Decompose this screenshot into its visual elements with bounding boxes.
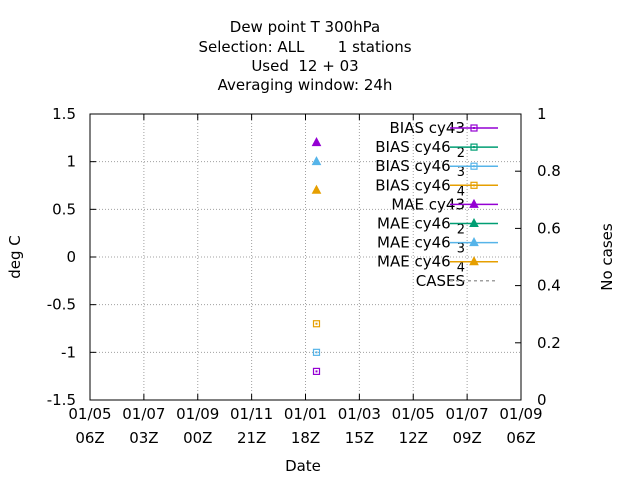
y2-tick-label: 0.6 bbox=[537, 219, 561, 237]
y-tick-label: -1.5 bbox=[47, 391, 76, 409]
x-tick-label-time: 15Z bbox=[345, 429, 374, 447]
y2-axis: 1 0.8 0.6 0.4 0.2 0 bbox=[515, 105, 561, 409]
legend-label-subscript: 3 bbox=[457, 165, 465, 180]
legend-marker bbox=[469, 256, 479, 266]
legend-marker bbox=[469, 237, 479, 247]
legend-label-main: BIAS cy46 bbox=[375, 138, 450, 156]
data-point bbox=[312, 320, 321, 328]
legend-marker bbox=[470, 124, 478, 132]
title-line-3: Used 12 + 03 bbox=[251, 57, 358, 75]
legend-marker bbox=[470, 181, 478, 189]
x-tick-label-date: 01/07 bbox=[122, 405, 165, 423]
legend-label-subscript: 4 bbox=[457, 184, 465, 199]
x-tick-label-date: 01/11 bbox=[230, 405, 273, 423]
x-axis-label: Date bbox=[285, 457, 321, 475]
legend-label-subscript: 2 bbox=[457, 146, 465, 161]
legend-label-main: BIAS cy46 bbox=[375, 157, 450, 175]
legend-label-subscript: 3 bbox=[457, 242, 465, 257]
legend-label: MAE cy46 2 bbox=[377, 215, 465, 238]
legend-entry: BIAS cy46 4 bbox=[375, 176, 498, 199]
legend-label-main: BIAS cy43 bbox=[390, 119, 465, 137]
x-tick-label-time: 00Z bbox=[183, 429, 212, 447]
data-point bbox=[312, 348, 321, 356]
y-tick-label: 1 bbox=[66, 153, 76, 171]
legend-label-main: MAE cy46 bbox=[377, 253, 451, 271]
y-tick-label: 0 bbox=[66, 248, 76, 266]
legend-entry: MAE cy46 3 bbox=[377, 234, 498, 257]
title-line-2: Selection: ALL 1 stations bbox=[198, 38, 411, 56]
legend-label: BIAS cy46 4 bbox=[375, 176, 465, 199]
legend-label: MAE cy46 4 bbox=[377, 253, 465, 276]
chart-title: Dew point T 300hPa Selection: ALL 1 stat… bbox=[198, 18, 411, 94]
legend-entry: BIAS cy43 bbox=[390, 119, 498, 137]
x-tick-label-date: 01/09 bbox=[499, 405, 542, 423]
x-tick-label-time: 03Z bbox=[129, 429, 158, 447]
y2-axis-label: No cases bbox=[598, 223, 616, 291]
legend-label: MAE cy43 bbox=[391, 195, 465, 213]
x-tick-label-date: 01/03 bbox=[338, 405, 381, 423]
legend-label-main: BIAS cy46 bbox=[375, 176, 450, 194]
x-tick-label-time: 09Z bbox=[452, 429, 481, 447]
data-point bbox=[311, 137, 322, 147]
legend-marker bbox=[469, 198, 479, 208]
x-tick-label-time: 12Z bbox=[399, 429, 428, 447]
x-axis: 01/05 06Z 01/07 03Z 01/09 00Z 01/11 21Z 01/01 18Z… bbox=[68, 114, 543, 447]
title-line-1: Dew point T 300hPa bbox=[230, 18, 380, 36]
legend-label-subscript: 2 bbox=[457, 223, 465, 238]
legend-marker bbox=[470, 162, 478, 170]
legend-marker bbox=[470, 143, 478, 151]
data-point bbox=[311, 156, 322, 166]
legend-entry: BIAS cy46 2 bbox=[375, 138, 498, 161]
title-line-4: Averaging window: 24h bbox=[218, 76, 393, 94]
legend-label: BIAS cy43 bbox=[390, 119, 465, 137]
legend-entry: MAE cy46 4 bbox=[377, 253, 498, 276]
x-tick-label-time: 06Z bbox=[75, 429, 104, 447]
legend-entry: MAE cy43 bbox=[391, 195, 498, 213]
x-tick-label-time: 21Z bbox=[237, 429, 266, 447]
legend-entry: CASES bbox=[416, 272, 498, 290]
x-tick-label-date: 01/07 bbox=[446, 405, 489, 423]
legend-label: CASES bbox=[416, 272, 465, 290]
y2-tick-label: 0.4 bbox=[537, 277, 561, 295]
x-tick-label-date: 01/01 bbox=[284, 405, 327, 423]
x-tick-label-time: 18Z bbox=[291, 429, 320, 447]
x-tick-label-time: 06Z bbox=[506, 429, 535, 447]
legend-label-main: MAE cy46 bbox=[377, 215, 451, 233]
y2-tick-label: 0 bbox=[537, 391, 547, 409]
y-axis-label: deg C bbox=[6, 235, 24, 279]
legend-label-main: MAE cy43 bbox=[391, 195, 465, 213]
x-tick-label-date: 01/09 bbox=[176, 405, 219, 423]
data-point bbox=[312, 367, 321, 375]
data-points bbox=[311, 137, 322, 375]
y-tick-label: 0.5 bbox=[52, 200, 76, 218]
y-axis: 1.5 1 0.5 0 -0.5 -1 -1.5 bbox=[47, 105, 96, 409]
y2-tick-label: 0.8 bbox=[537, 162, 561, 180]
y2-tick-label: 0.2 bbox=[537, 334, 561, 352]
x-tick-label-date: 01/05 bbox=[392, 405, 435, 423]
legend-label-main: CASES bbox=[416, 272, 465, 290]
legend-entry: BIAS cy46 3 bbox=[375, 157, 498, 180]
legend-marker bbox=[469, 217, 479, 227]
data-point bbox=[311, 184, 322, 194]
legend-entry: MAE cy46 2 bbox=[377, 215, 498, 238]
y-tick-label: 1.5 bbox=[52, 105, 76, 123]
legend-label-main: MAE cy46 bbox=[377, 234, 451, 252]
legend-label: BIAS cy46 3 bbox=[375, 157, 465, 180]
legend-label-subscript: 4 bbox=[457, 261, 465, 276]
y-tick-label: -0.5 bbox=[47, 296, 76, 314]
y2-tick-label: 1 bbox=[537, 105, 547, 123]
legend-label: MAE cy46 3 bbox=[377, 234, 465, 257]
y-tick-label: -1 bbox=[61, 343, 76, 361]
legend-label: BIAS cy46 2 bbox=[375, 138, 465, 161]
x-tick-label-date: 01/05 bbox=[68, 405, 111, 423]
